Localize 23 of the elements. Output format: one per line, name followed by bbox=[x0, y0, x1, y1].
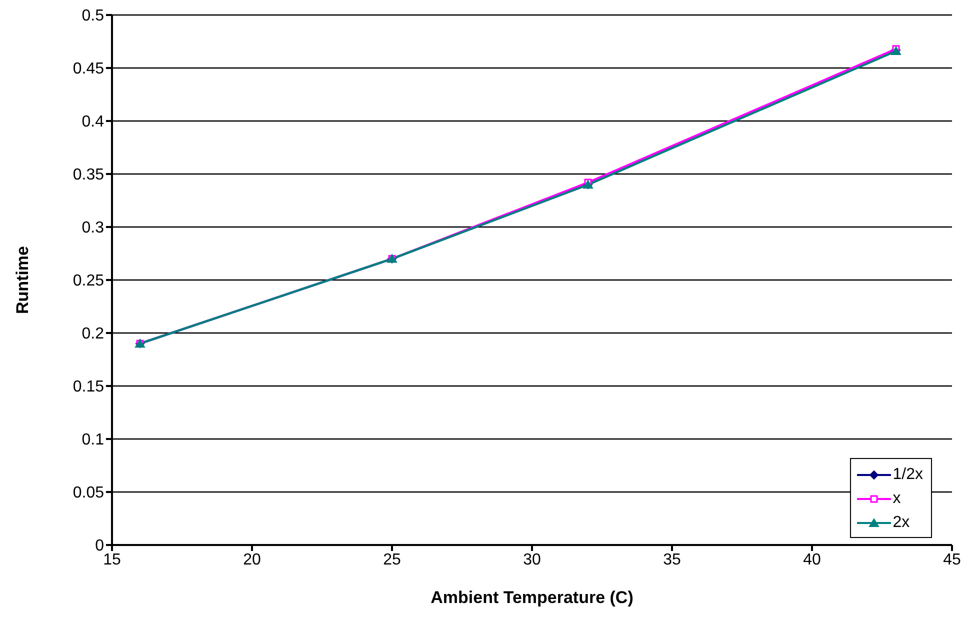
x-tick-label: 40 bbox=[803, 551, 821, 568]
y-tick-label: 0 bbox=[95, 538, 104, 555]
x-tick-label: 35 bbox=[663, 551, 681, 568]
x-axis-title: Ambient Temperature (C) bbox=[430, 588, 634, 607]
y-tick-label: 0.05 bbox=[72, 484, 104, 502]
x-tick-label: 20 bbox=[243, 551, 261, 568]
y-axis-title: Runtime bbox=[13, 246, 32, 314]
y-tick-label: 0.25 bbox=[72, 272, 104, 290]
x-tick-label: 15 bbox=[103, 551, 121, 568]
legend-label: 1/2x bbox=[892, 466, 923, 484]
legend-label: x bbox=[892, 490, 901, 508]
x-tick-label: 25 bbox=[383, 551, 401, 568]
y-tick-label: 0.3 bbox=[82, 220, 104, 237]
y-tick-label: 0.15 bbox=[72, 378, 104, 396]
y-tick-label: 0.5 bbox=[82, 8, 104, 25]
y-tick-label: 0.1 bbox=[82, 432, 104, 449]
y-tick-label: 0.35 bbox=[72, 166, 104, 184]
x-tick-label: 45 bbox=[943, 551, 961, 568]
x-tick-label: 30 bbox=[523, 551, 541, 568]
legend-label: 2x bbox=[892, 514, 910, 532]
y-tick-label: 0.4 bbox=[82, 114, 104, 131]
y-tick-label: 0.2 bbox=[82, 326, 104, 343]
y-tick-label: 0.45 bbox=[72, 60, 104, 78]
